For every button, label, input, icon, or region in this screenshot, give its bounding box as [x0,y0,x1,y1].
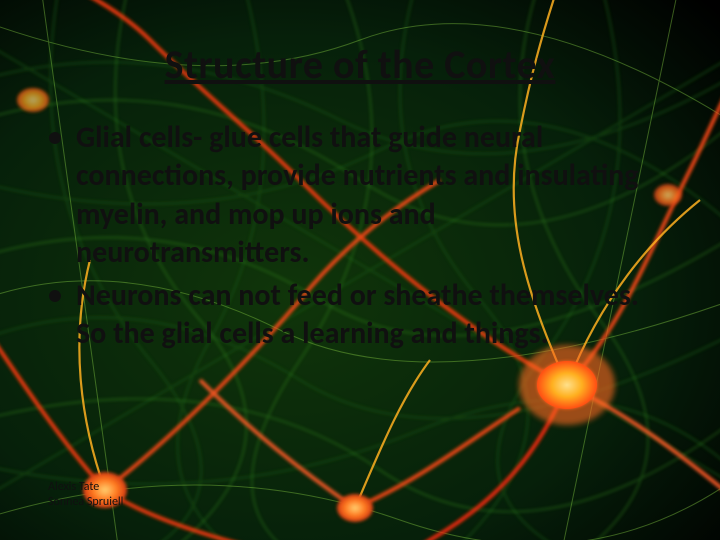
slide-title: Structure of the Cortex [48,40,672,89]
footer-author-1: Alexis Tate [48,480,123,495]
slide-footer: Alexis Tate Sonnea Spruiell [48,480,123,510]
bullet-item: Glial cells- glue cells that guide neura… [76,119,672,273]
footer-author-2: Sonnea Spruiell [48,495,123,510]
bullet-list: Glial cells- glue cells that guide neura… [48,119,672,353]
slide: Structure of the Cortex Glial cells- glu… [0,0,720,540]
bullet-item: Neurons can not feed or sheathe themselv… [76,277,672,354]
slide-content: Structure of the Cortex Glial cells- glu… [0,0,720,353]
